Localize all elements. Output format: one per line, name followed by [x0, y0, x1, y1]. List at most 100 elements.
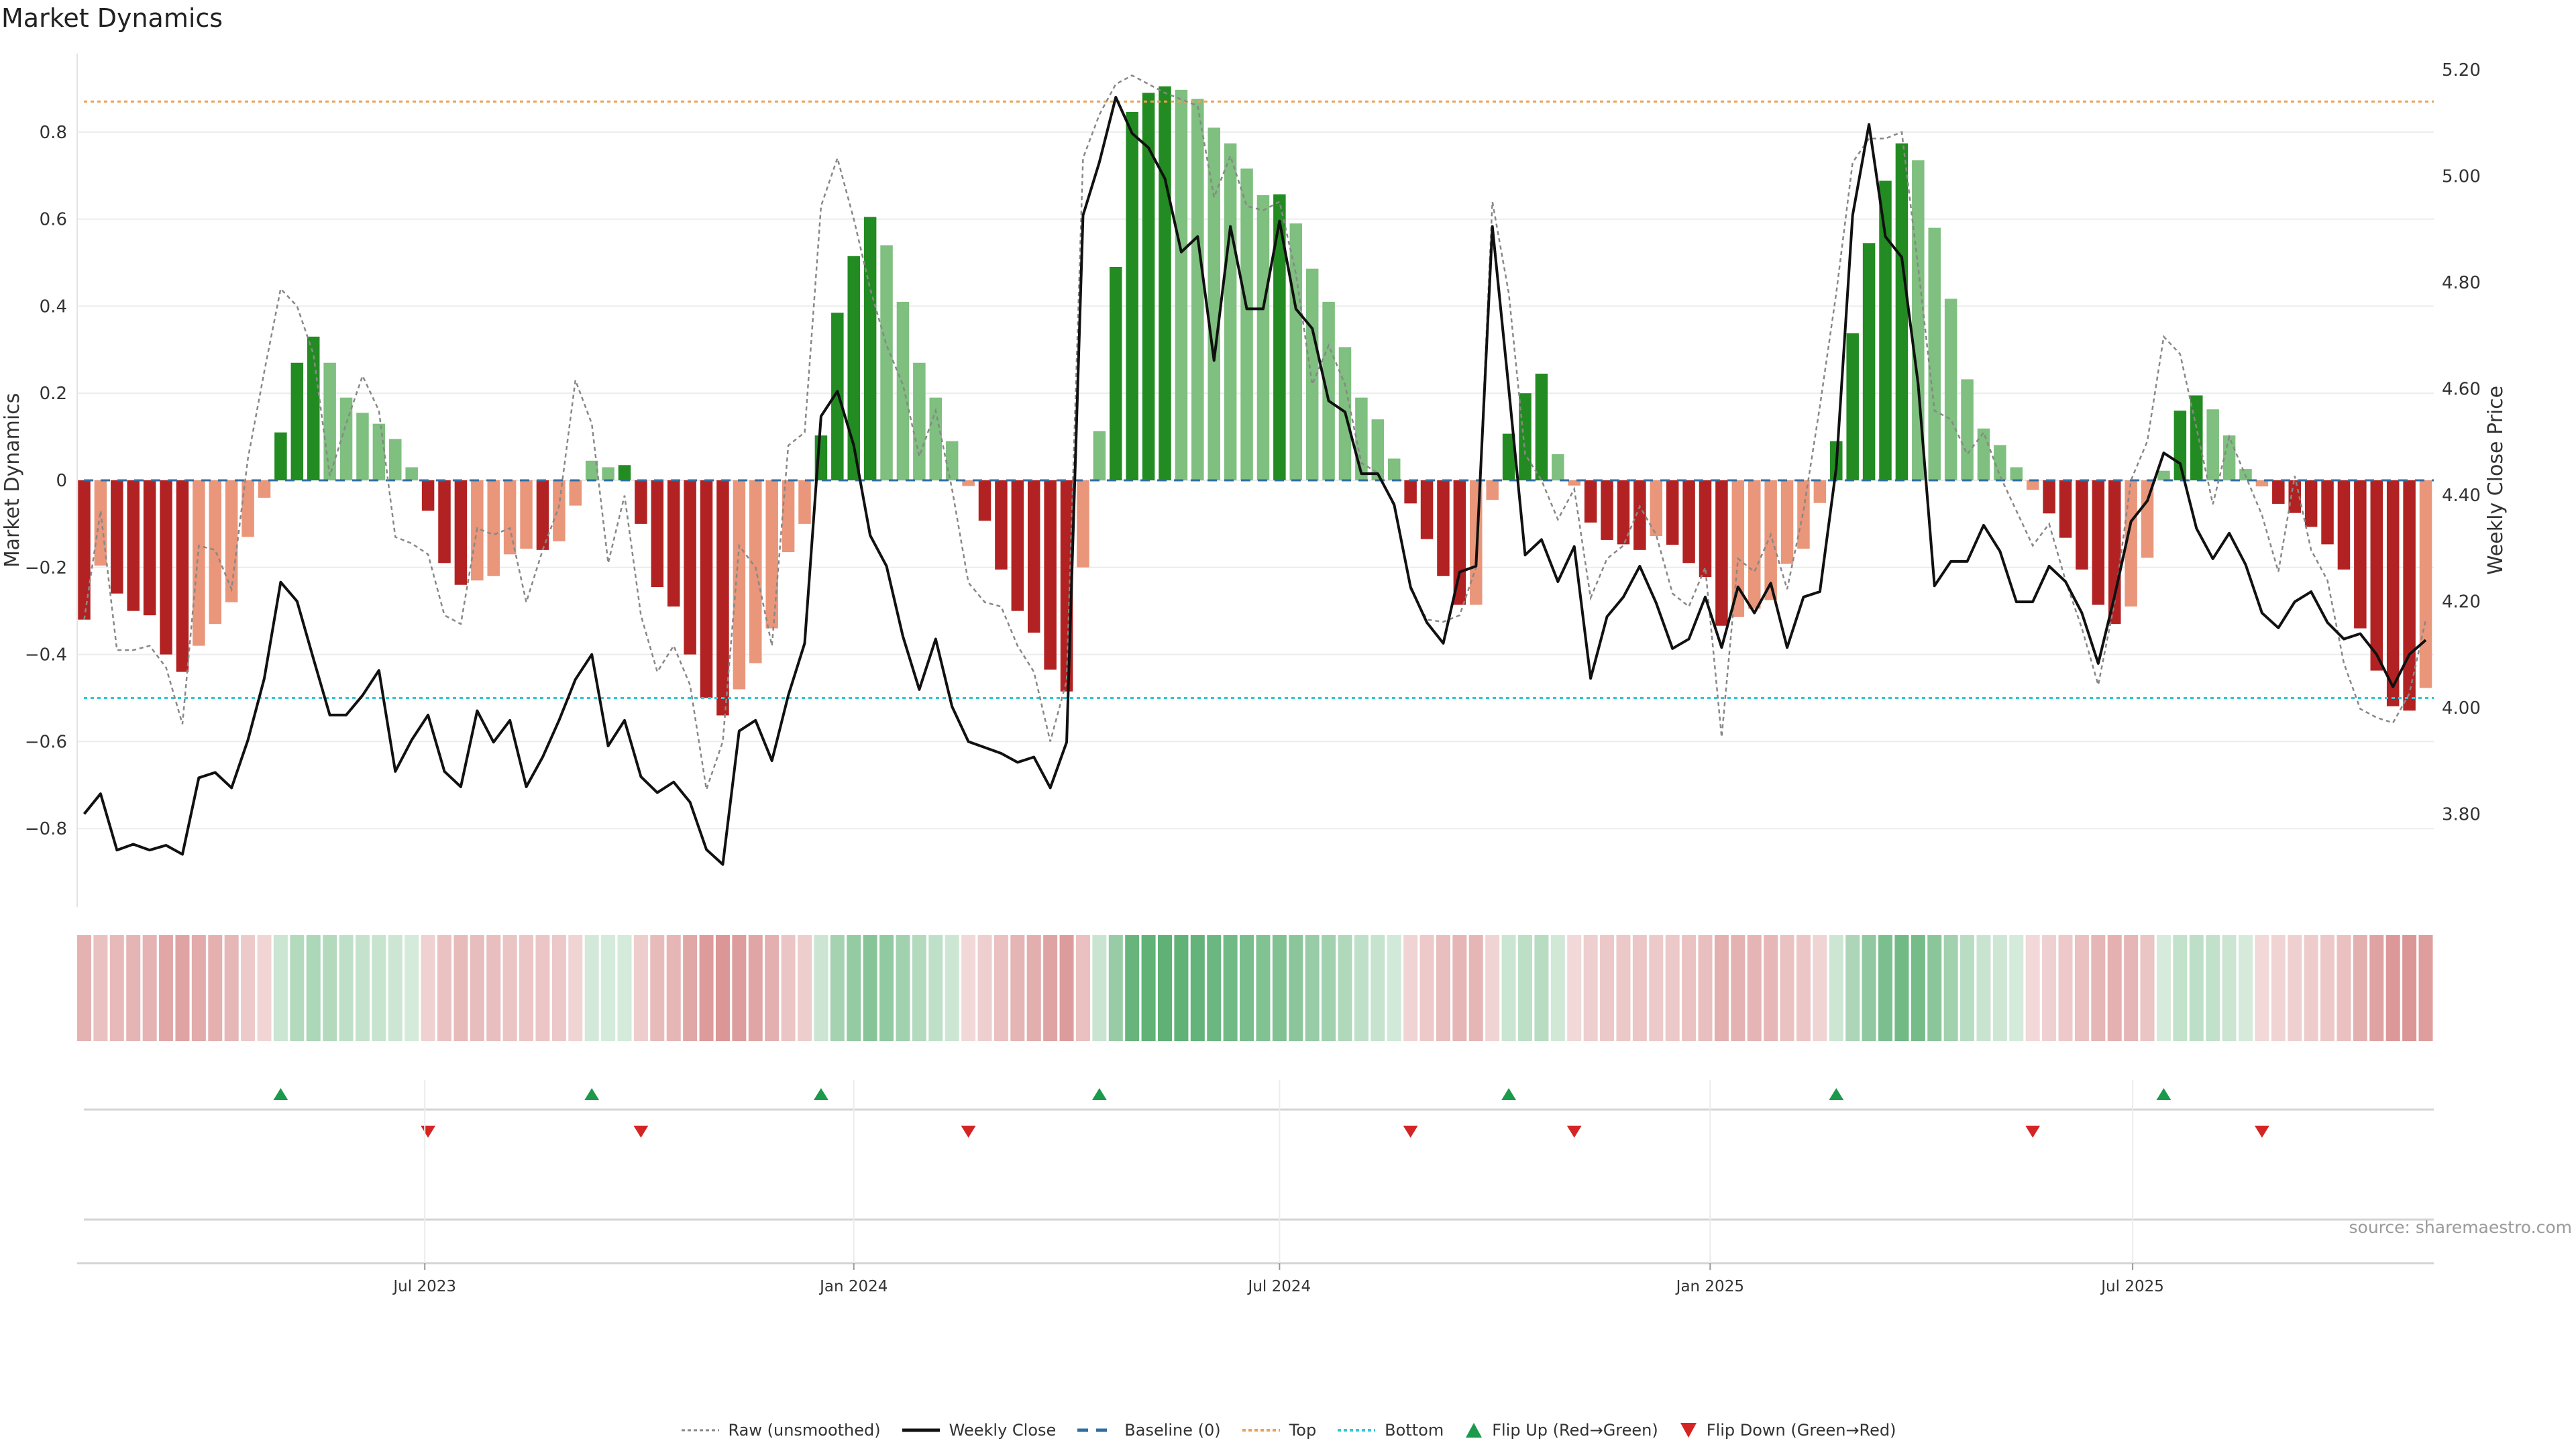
dynamics-bar: [1666, 480, 1679, 545]
heat-cell: [470, 935, 484, 1041]
y2-tick-label: 4.20: [2442, 592, 2481, 612]
legend-label: Baseline (0): [1124, 1421, 1221, 1440]
heat-cell: [633, 935, 648, 1041]
heat-cell: [77, 935, 91, 1041]
y-axis-label: Market Dynamics: [1, 393, 24, 568]
heat-cell: [1207, 935, 1222, 1041]
heat-cell: [2239, 935, 2253, 1041]
dynamics-bar: [1944, 299, 1957, 480]
y-tick-label: −0.2: [25, 558, 67, 578]
heat-cell: [1616, 935, 1631, 1041]
y-tick-label: 0: [56, 471, 67, 491]
flip-up-marker: [273, 1088, 288, 1100]
dynamics-bar: [1142, 93, 1155, 481]
heat-cell: [1878, 935, 1892, 1041]
dynamics-bar: [438, 480, 451, 564]
x-axis: Jul 2023 Jan 2024 Jul 2024 Jan 2025 Jul 2025: [77, 1080, 2434, 1295]
legend-item-bottom: Bottom: [1336, 1421, 1444, 1440]
dynamics-bar: [962, 480, 975, 486]
dynamics-bar: [749, 480, 762, 663]
heat-cell: [1485, 935, 1500, 1041]
heat-cell: [1075, 935, 1090, 1041]
heat-cell: [912, 935, 926, 1041]
flip-up-marker: [1829, 1088, 1844, 1100]
heat-cell: [798, 935, 812, 1041]
heat-cell: [1190, 935, 1205, 1041]
dynamics-bar: [1322, 301, 1335, 480]
heat-cell: [1796, 935, 1811, 1041]
dynamics-bar: [2354, 480, 2367, 629]
heat-cell: [1354, 935, 1368, 1041]
heat-cell: [1649, 935, 1664, 1041]
dynamics-bar: [176, 480, 189, 672]
heat-cell: [2025, 935, 2040, 1041]
dynamics-bar: [160, 480, 172, 655]
right-axis: 3.80 4.00 4.20 4.40 4.60 4.80 5.00 5.20: [2442, 60, 2481, 825]
dynamics-bar: [1502, 433, 1515, 480]
heat-cell: [1813, 935, 1827, 1041]
reference-lines: [84, 100, 2434, 699]
dynamics-bar: [503, 480, 517, 555]
heat-strip: [77, 935, 2433, 1041]
heat-cell: [1550, 935, 1565, 1041]
dynamics-bar: [339, 397, 353, 480]
heat-cell: [1240, 935, 1254, 1041]
heat-cell: [241, 935, 256, 1041]
heat-cell: [355, 935, 370, 1041]
triangle-up-icon: [1466, 1423, 1483, 1438]
dynamics-bar: [2026, 480, 2039, 490]
legend: Raw (unsmoothed) Weekly Close Baseline (…: [0, 1421, 2576, 1440]
dynamics-bar: [290, 362, 304, 480]
heat-cell: [2107, 935, 2122, 1041]
dynamics-bar: [896, 301, 910, 480]
dynamics-bar: [1994, 445, 2006, 480]
dynamics-bar: [765, 480, 778, 629]
dynamics-bar: [1256, 195, 1270, 480]
x-tick-label: Jan 2024: [818, 1278, 888, 1295]
heat-cell: [699, 935, 714, 1041]
dynamics-bar: [667, 480, 680, 607]
y2-axis-label: Weekly Close Price: [2484, 386, 2508, 575]
dynamics-bar: [1208, 127, 1220, 480]
heat-cell: [847, 935, 861, 1041]
dynamics-bar: [2419, 480, 2432, 688]
dynamics-bar: [1305, 268, 1319, 480]
heat-cell: [2189, 935, 2204, 1041]
x-tick-label: Jul 2024: [1247, 1278, 1311, 1295]
x-tick-label: Jan 2025: [1675, 1278, 1744, 1295]
dynamics-bar: [782, 480, 795, 553]
heat-cell: [863, 935, 877, 1041]
dynamics-bar: [1895, 143, 1909, 480]
flip-down-marker: [961, 1126, 976, 1138]
legend-item-flip-up: Flip Up (Red→Green): [1464, 1421, 1658, 1440]
dynamics-bar: [1077, 480, 1089, 568]
dynamics-bar: [2321, 480, 2334, 545]
flip-up-marker: [1501, 1088, 1517, 1100]
heat-cell: [2091, 935, 2106, 1041]
dynamics-bar: [2010, 467, 2023, 480]
dynamics-bar: [1764, 480, 1777, 600]
heat-cell: [2353, 935, 2367, 1041]
heat-cell: [2222, 935, 2237, 1041]
heat-cell: [1780, 935, 1794, 1041]
dynamics-bar: [193, 480, 205, 646]
heat-cell: [1583, 935, 1598, 1041]
heat-cell: [1059, 935, 1074, 1041]
heat-cell: [257, 935, 272, 1041]
heat-cell: [2288, 935, 2302, 1041]
dynamics-bar: [1355, 397, 1368, 480]
heat-cell: [306, 935, 321, 1041]
dynamics-bar: [2174, 411, 2187, 480]
heat-cell: [1682, 935, 1697, 1041]
dynamics-bar: [863, 217, 877, 480]
heat-cell: [208, 935, 223, 1041]
dynamics-bar: [1404, 480, 1417, 504]
heat-cell: [781, 935, 796, 1041]
heat-cell: [961, 935, 976, 1041]
heat-cell: [1714, 935, 1729, 1041]
heat-cell: [732, 935, 747, 1041]
heat-cell: [1829, 935, 1843, 1041]
dynamics-bar: [389, 439, 402, 480]
dynamics-bar: [2255, 480, 2269, 487]
heat-cell: [2385, 935, 2400, 1041]
